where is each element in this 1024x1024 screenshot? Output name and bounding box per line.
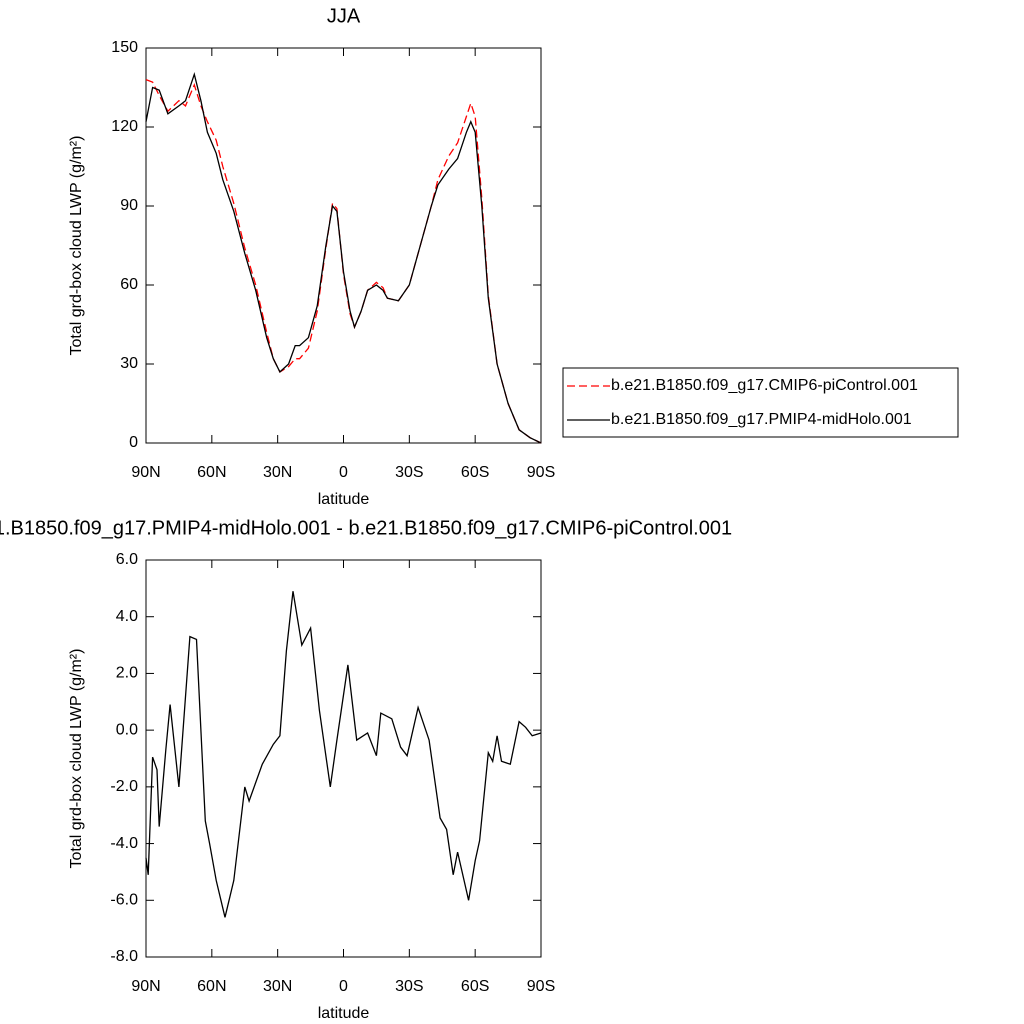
data-line: [145, 78, 542, 444]
x-tick-label: 90N: [131, 978, 160, 995]
x-tick-label: 30N: [263, 464, 292, 481]
legend-box: [562, 367, 959, 438]
x-axis-label: latitude: [318, 1005, 370, 1022]
legend-label: b.e21.B1850.f09_g17.PMIP4-midHolo.001: [611, 411, 912, 428]
x-tick-label: 60S: [461, 464, 489, 481]
y-tick-label: -8.0: [110, 948, 138, 965]
x-tick-label: 30S: [395, 978, 423, 995]
x-tick-label: 90S: [527, 464, 555, 481]
data-line: [145, 71, 542, 444]
x-tick-label: 90N: [131, 464, 160, 481]
x-tick-label: 0: [339, 464, 348, 481]
y-tick-label: 120: [111, 118, 138, 135]
y-axis-label: Total grd-box cloud LWP (g/m²): [68, 649, 85, 869]
legend-label: b.e21.B1850.f09_g17.CMIP6-piControl.001: [611, 377, 918, 394]
x-tick-label: 90S: [527, 978, 555, 995]
plot-frame: [145, 559, 542, 958]
y-tick-label: -2.0: [110, 778, 138, 795]
y-tick-label: 4.0: [116, 608, 138, 625]
y-tick-label: 6.0: [116, 551, 138, 568]
chart-title: b.e21.B1850.f09_g17.PMIP4-midHolo.001 - …: [0, 517, 732, 539]
x-tick-label: 30S: [395, 464, 423, 481]
plot-frame: [145, 47, 542, 444]
data-line: [145, 591, 542, 918]
chart-title: JJA: [327, 5, 361, 27]
y-axis-label: Total grd-box cloud LWP (g/m²): [68, 136, 85, 356]
x-tick-label: 60N: [197, 978, 226, 995]
y-tick-label: 0.0: [116, 721, 138, 738]
x-tick-label: 60N: [197, 464, 226, 481]
x-axis-label: latitude: [318, 491, 370, 508]
y-tick-label: 60: [120, 276, 138, 293]
x-tick-label: 30N: [263, 978, 292, 995]
y-tick-label: 2.0: [116, 665, 138, 682]
y-tick-label: 150: [111, 39, 138, 56]
x-tick-label: 0: [339, 978, 348, 995]
y-tick-label: 90: [120, 197, 138, 214]
y-tick-label: -6.0: [110, 892, 138, 909]
y-tick-label: 0: [129, 434, 138, 451]
x-tick-label: 60S: [461, 978, 489, 995]
y-tick-label: -4.0: [110, 835, 138, 852]
y-tick-label: 30: [120, 355, 138, 372]
